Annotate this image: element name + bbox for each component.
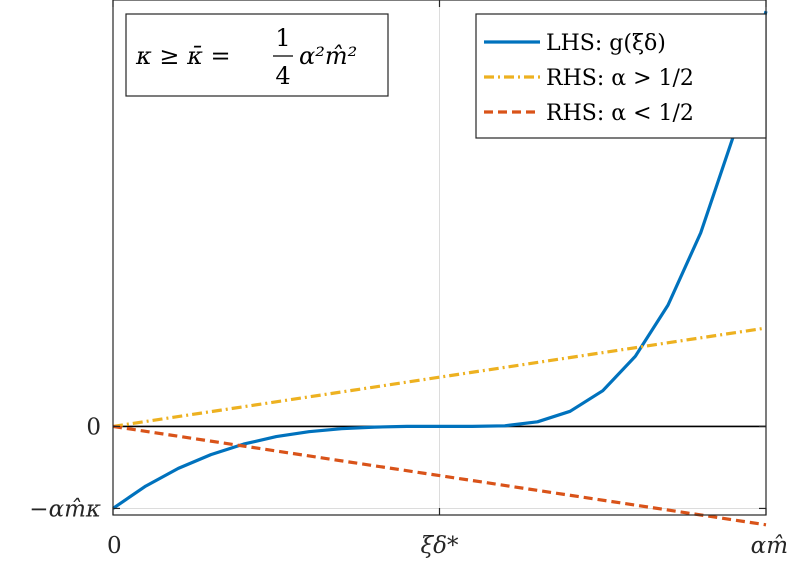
- tick-labels: 0 ξδ* αm̂0−αm̂κ: [29, 414, 788, 559]
- annotation-frac-num: 1: [275, 24, 290, 52]
- annotation-frac-den: 4: [275, 62, 290, 90]
- tick-marks: [112, 0, 767, 515]
- series-line-0: [112, 10, 768, 510]
- annotation-frame: [125, 13, 389, 97]
- annotation-box: κ ≥ κ̄ = 1 4 α²m̂²: [125, 13, 389, 97]
- x-tick-label-2: αm̂: [751, 533, 788, 559]
- legend-label-rhs-high: RHS: α > 1/2: [546, 66, 694, 91]
- series-lines: [112, 10, 768, 527]
- x-tick-label-1: ξδ*: [420, 533, 459, 559]
- y-tick-label-1: −αm̂κ: [29, 496, 101, 522]
- legend-label-rhs-low: RHS: α < 1/2: [546, 101, 694, 126]
- annotation-rhs: α²m̂²: [299, 42, 357, 70]
- legend: LHS: g(ξδ) RHS: α > 1/2 RHS: α < 1/2: [475, 13, 767, 139]
- legend-label-lhs: LHS: g(ξδ): [546, 31, 666, 56]
- y-tick-label-0: 0: [86, 414, 101, 440]
- x-tick-label-0: 0: [107, 533, 122, 559]
- annotation-lhs: κ ≥ κ̄ =: [135, 42, 231, 70]
- series-line-2: [112, 424, 767, 527]
